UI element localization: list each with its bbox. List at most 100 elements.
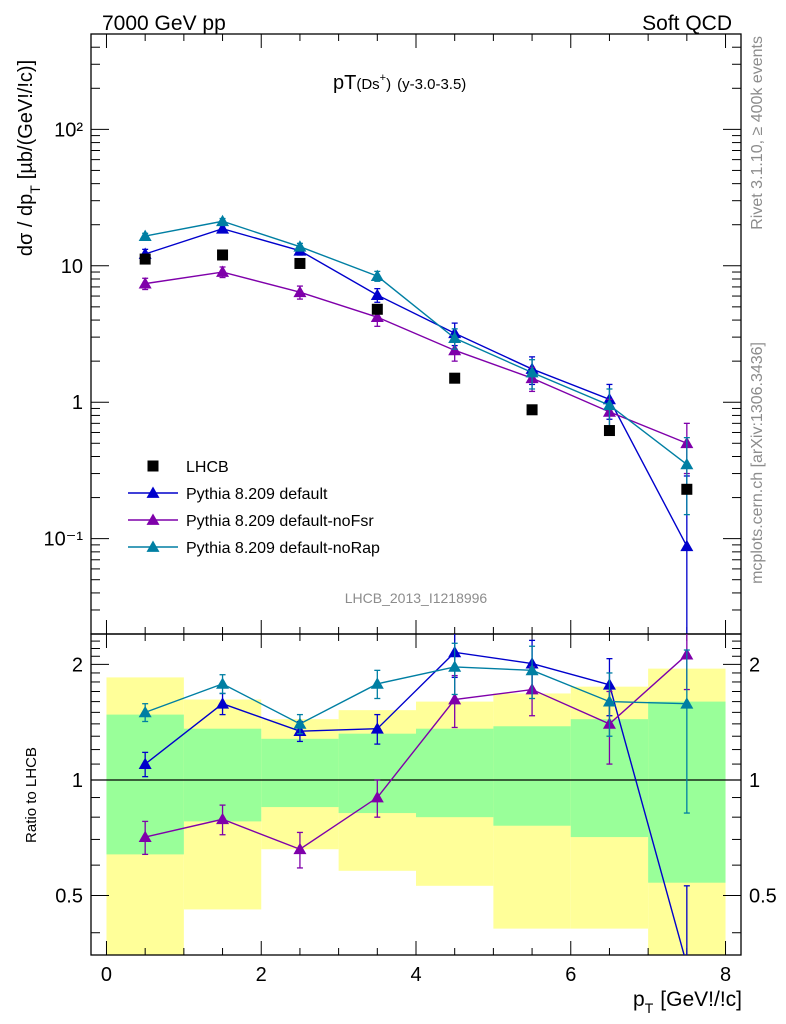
main-point-noRap (293, 240, 307, 252)
x-tick-label: 8 (720, 964, 731, 986)
main-point-data (681, 483, 693, 495)
plot-title-sub: (Ds (356, 76, 379, 93)
plot-title-range: (y-3.0-3.5) (397, 76, 466, 93)
main-point-data (449, 372, 461, 384)
legend-label-default: Pythia 8.209 default (186, 486, 328, 503)
main-y-tick-label: 10² (54, 119, 83, 141)
ratio-point-noRap (680, 697, 694, 709)
legend-item-noFsr: Pythia 8.209 default-noFsr (128, 513, 374, 530)
ratio-y-tick-label-right: 2 (749, 654, 760, 676)
legend-label-data: LHCB (186, 459, 229, 476)
plot-title-main: pT (333, 72, 356, 94)
main-point-noRap (525, 366, 539, 378)
main-point-noFsr (293, 285, 307, 298)
y-axis-label: dσ / dpT [µb/(GeV!/!c)] (15, 60, 43, 256)
legend-item-data: LHCB (147, 459, 229, 476)
main-point-noRap (448, 331, 462, 343)
legend-marker-noFsr (146, 513, 160, 525)
ratio-line-noRap (144, 666, 687, 725)
main-series-noFsr (138, 265, 694, 475)
main-point-noFsr (370, 310, 384, 323)
main-point-data (603, 425, 615, 437)
main-point-default (680, 539, 694, 552)
main-point-noFsr (138, 277, 152, 289)
ratio-point-noFsr (293, 842, 307, 855)
main-plot: 10⁻¹ 1 10 10² (44, 33, 742, 635)
x-tick-label: 4 (410, 964, 421, 986)
ratio-series-noRap (138, 642, 694, 814)
y-axis-label-sub: T (27, 185, 43, 194)
legend-item-default: Pythia 8.209 default (128, 486, 328, 503)
ratio-point-noRap (370, 677, 384, 689)
band-green-4 (416, 728, 494, 818)
main-y-tick-label: 1 (72, 392, 83, 414)
ratio-point-noRap (602, 695, 616, 707)
band-green-2 (261, 738, 339, 808)
main-point-noRap (138, 229, 152, 241)
ratio-y-tick-label: 0.5 (55, 886, 83, 908)
main-point-noRap (680, 457, 694, 470)
ratio-point-noRap (138, 705, 152, 718)
main-point-data (294, 257, 306, 269)
header-right-label: Soft QCD (642, 12, 732, 35)
legend-marker-data (147, 460, 159, 472)
legend-marker-default (146, 486, 160, 498)
main-point-noRap (602, 398, 616, 411)
x-axis-label-unit: [GeV!/!c] (660, 988, 742, 1011)
legend-label-noRap: Pythia 8.209 default-noRap (186, 540, 380, 557)
main-line-noRap (145, 220, 688, 465)
ratio-line-default (144, 651, 685, 955)
x-axis-label-sub: T (645, 1000, 654, 1016)
y-axis-label-unit: [µb/(GeV!/!c)] (15, 60, 37, 179)
ratio-point-noRap (293, 717, 307, 729)
ratio-point-noFsr (138, 830, 152, 842)
ratio-point-noRap (448, 660, 462, 672)
main-point-data (217, 249, 229, 261)
main-point-noFsr (216, 265, 230, 277)
ratio-point-default (138, 757, 152, 769)
ratio-y-axis-label: Ratio to LHCB (23, 747, 40, 843)
legend: LHCB Pythia 8.209 default Pythia 8.209 def… (128, 459, 380, 557)
ratio-y-tick-label-right: 1 (749, 770, 760, 792)
main-point-default (216, 222, 230, 234)
ratio-y-tick-label: 2 (72, 654, 83, 676)
header-left-label: 7000 GeV pp (102, 12, 226, 35)
x-tick-label: 0 (101, 964, 112, 986)
ratio-point-default (370, 722, 384, 734)
main-point-noRap (216, 214, 230, 227)
x-axis-label: pT [GeV!/!c] (633, 988, 742, 1016)
plot-title: pT(Ds+) (y-3.0-3.5) (333, 72, 466, 94)
main-y-tick-label: 10⁻¹ (44, 529, 84, 551)
ratio-y-tick-label: 1 (72, 770, 83, 792)
main-line-noFsr (145, 271, 688, 444)
ratio-point-noFsr (448, 693, 462, 705)
ratio-point-noRap (216, 677, 230, 689)
main-point-noRap (370, 269, 384, 281)
main-point-data (139, 253, 151, 265)
ratio-point-noFsr (370, 791, 384, 803)
x-tick-label: 2 (256, 964, 267, 986)
main-line-default (144, 227, 688, 547)
analysis-label: LHCB_2013_I1218996 (345, 590, 488, 606)
ratio-plot: 0 2 4 6 8 0.5 0.5 1 1 2 2 (55, 633, 777, 986)
main-point-data (371, 303, 383, 315)
main-point-data (526, 404, 538, 416)
plot-title-sup: + (380, 72, 386, 84)
ratio-y-tick-label-right: 0.5 (749, 886, 777, 908)
legend-item-noRap: Pythia 8.209 default-noRap (128, 540, 380, 557)
legend-label-noFsr: Pythia 8.209 default-noFsr (186, 513, 374, 530)
main-y-tick-label: 10 (61, 256, 83, 278)
plot-title-close: ) (386, 76, 391, 93)
y-axis-label-main: dσ / dp (15, 194, 37, 256)
ratio-point-default (216, 697, 230, 709)
x-axis-label-main: p (633, 988, 645, 1011)
ratio-point-noFsr (216, 812, 230, 825)
mcplots-label: mcplots.cern.ch [arXiv:1306.3436] (749, 342, 766, 584)
rivet-label: Rivet 3.1.10, ≥ 400k events (749, 36, 766, 230)
ratio-point-noRap (525, 663, 539, 676)
band-green-5 (493, 726, 571, 826)
ratio-line-noFsr (145, 654, 688, 851)
main-point-default (370, 288, 384, 300)
legend-marker-noRap (146, 540, 160, 552)
